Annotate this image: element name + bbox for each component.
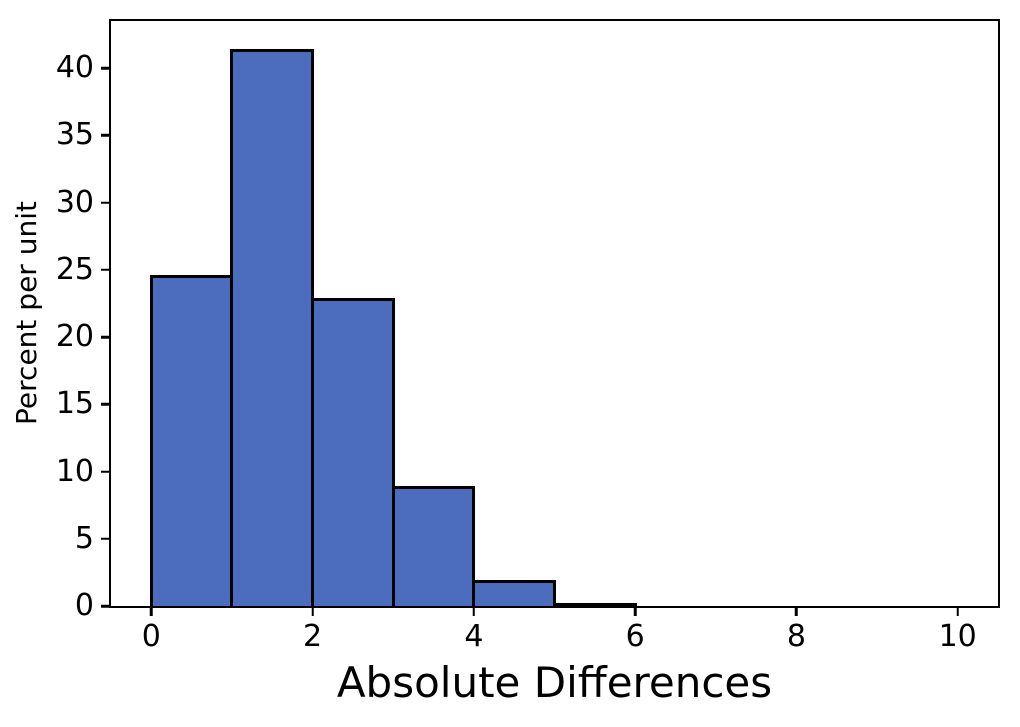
- x-tick-mark: [311, 606, 314, 616]
- y-tick-label: 20: [55, 319, 94, 355]
- x-tick-mark: [150, 606, 153, 616]
- y-tick-label: 15: [55, 386, 94, 422]
- y-axis-label: Percent per unit: [10, 201, 43, 425]
- y-tick-mark: [101, 604, 111, 608]
- x-tick-label: 2: [303, 619, 323, 654]
- x-tick-label: 10: [938, 619, 977, 654]
- y-tick-label: 30: [55, 184, 94, 220]
- histogram-bar: [391, 486, 476, 606]
- y-tick-label: 40: [55, 50, 94, 86]
- histogram-bar: [230, 49, 315, 606]
- x-tick-label: 4: [464, 619, 484, 654]
- x-tick-label: 0: [141, 619, 161, 654]
- y-tick-label: 0: [74, 588, 94, 623]
- histogram-bar: [311, 298, 395, 606]
- histogram-bar: [149, 275, 234, 606]
- x-tick-mark: [472, 606, 476, 616]
- y-tick-mark: [101, 537, 111, 540]
- plot-area: 0 2 4 6 8 10 0 5 10 15 20 25 30 35 40: [56, 19, 1000, 652]
- x-tick-mark: [795, 606, 798, 616]
- y-tick-label: 25: [55, 251, 94, 287]
- y-tick-label: 35: [55, 117, 94, 153]
- y-tick-label: 10: [55, 453, 94, 489]
- y-tick-mark: [101, 403, 111, 406]
- y-tick-mark: [101, 470, 111, 473]
- y-tick-mark: [101, 66, 111, 70]
- y-tick-mark: [101, 201, 111, 204]
- x-tick-mark: [956, 606, 959, 616]
- y-tick-mark: [101, 134, 111, 137]
- x-tick-label: 8: [786, 619, 806, 654]
- y-tick-mark: [101, 335, 111, 339]
- y-tick-label: 5: [74, 520, 94, 556]
- histogram-bar: [553, 603, 637, 606]
- x-tick-mark: [633, 606, 637, 616]
- histogram-bar: [472, 580, 556, 606]
- x-axis-label: Absolute Differences: [336, 658, 773, 707]
- x-tick-label: 6: [625, 619, 645, 654]
- y-tick-mark: [101, 268, 111, 272]
